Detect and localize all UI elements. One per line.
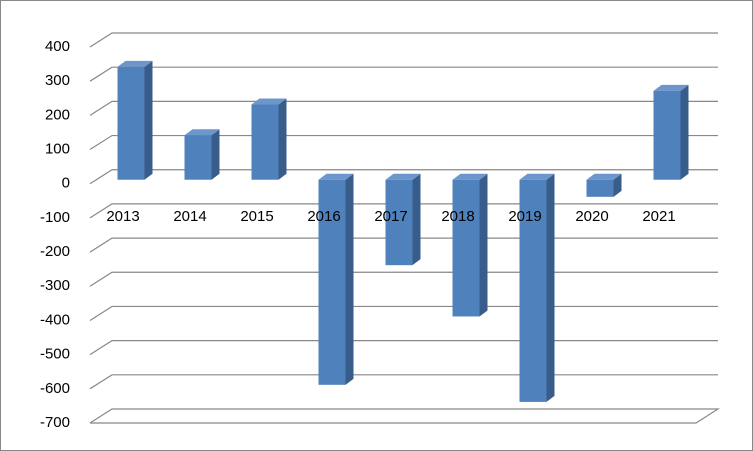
grid-line xyxy=(89,134,718,151)
bar xyxy=(184,135,212,180)
x-tick-label: 2021 xyxy=(642,208,675,225)
y-tick-label: -700 xyxy=(40,414,70,431)
x-tick-label: 2018 xyxy=(441,208,474,225)
bar-side xyxy=(613,173,622,197)
grid-line xyxy=(89,374,718,390)
bar xyxy=(385,179,413,266)
bar-top xyxy=(653,84,689,91)
bar-top xyxy=(117,60,153,67)
bar-top xyxy=(519,173,555,180)
grid-line xyxy=(89,203,718,219)
y-tick-label: -500 xyxy=(40,346,70,363)
y-tick-label: -300 xyxy=(40,277,70,294)
bar-side xyxy=(479,173,488,317)
x-tick-label: 2014 xyxy=(173,208,206,225)
y-tick-label: 400 xyxy=(45,38,70,55)
grid-line xyxy=(89,237,718,253)
grid-line xyxy=(89,66,718,82)
x-tick-label: 2013 xyxy=(106,208,139,225)
bar xyxy=(452,179,480,317)
x-tick-label: 2016 xyxy=(307,208,340,225)
bar-side xyxy=(412,173,421,266)
bar-top xyxy=(184,129,220,136)
y-tick-label: -600 xyxy=(40,380,70,397)
y-tick-label: 300 xyxy=(45,72,70,89)
grid-line xyxy=(89,100,718,116)
x-tick-label: 2015 xyxy=(240,208,273,225)
bar xyxy=(251,104,279,180)
y-tick-label: 200 xyxy=(45,106,70,123)
grid-line xyxy=(89,408,721,424)
y-tick-label: 0 xyxy=(62,175,70,192)
bar-side xyxy=(546,173,555,402)
bar xyxy=(586,179,614,197)
bar-top xyxy=(586,173,622,180)
bar-top xyxy=(385,173,421,180)
bar-top xyxy=(318,173,354,180)
bar-side xyxy=(345,173,354,385)
bar xyxy=(318,179,346,385)
bar-side xyxy=(144,60,153,180)
grid-line xyxy=(89,169,718,185)
bar-top xyxy=(452,173,488,180)
bar-side xyxy=(211,129,220,180)
grid-line xyxy=(89,32,718,48)
x-tick-label: 2019 xyxy=(508,208,541,225)
grid-line xyxy=(89,271,718,287)
y-tick-label: 100 xyxy=(45,141,70,158)
y-tick-label: -400 xyxy=(40,311,70,328)
bar-side xyxy=(278,98,287,180)
grid-line xyxy=(89,305,718,321)
x-tick-label: 2020 xyxy=(575,208,608,225)
y-tick-label: -200 xyxy=(40,243,70,260)
bar xyxy=(653,90,681,180)
bar xyxy=(117,66,145,180)
bar xyxy=(519,179,547,402)
bar-side xyxy=(680,84,689,180)
x-tick-label: 2017 xyxy=(374,208,407,225)
bar-top xyxy=(251,98,287,105)
y-tick-label: -100 xyxy=(40,209,70,226)
grid-line xyxy=(89,340,718,356)
